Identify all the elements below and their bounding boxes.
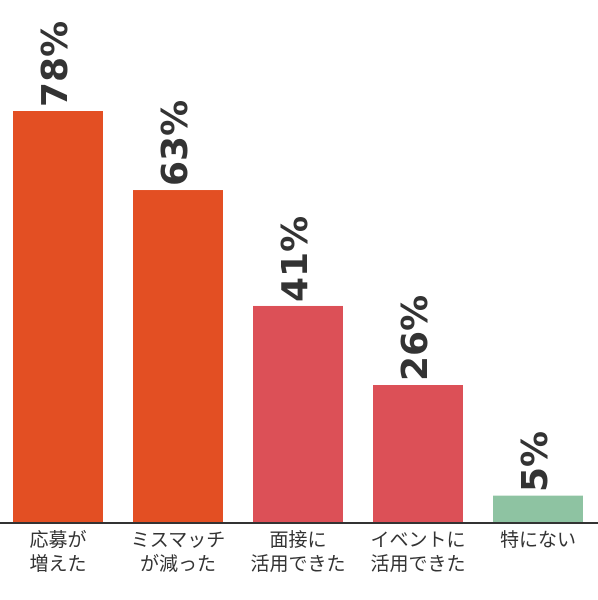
category-label-line: 応募が xyxy=(29,529,87,551)
bar xyxy=(493,495,583,522)
value-label: 41% xyxy=(275,215,316,302)
category-label-line: 増えた xyxy=(29,553,87,575)
bar xyxy=(373,385,463,522)
category-label: 応募が 増えた xyxy=(0,528,118,576)
value-label: 5% xyxy=(515,430,556,492)
category-label-line: ミスマッチ xyxy=(130,529,226,551)
category-label: 特にない xyxy=(478,528,598,552)
category-label-line: イベントに xyxy=(370,529,466,551)
category-label-line: 活用できた xyxy=(370,553,466,575)
category-label-line: 面接に xyxy=(269,529,327,551)
category-label-line: が減った xyxy=(139,553,216,575)
bar xyxy=(13,111,103,522)
bar xyxy=(133,190,223,523)
category-label: イベントに 活用できた xyxy=(358,528,478,576)
value-label: 78% xyxy=(35,20,76,107)
category-label: 面接に 活用できた xyxy=(238,528,358,576)
category-label: ミスマッチ が減った xyxy=(118,528,238,576)
category-label-line: 活用できた xyxy=(250,553,346,575)
category-label-line: 特にない xyxy=(499,529,576,551)
bar xyxy=(253,305,343,522)
value-label: 26% xyxy=(395,294,436,381)
value-label: 63% xyxy=(155,99,196,187)
